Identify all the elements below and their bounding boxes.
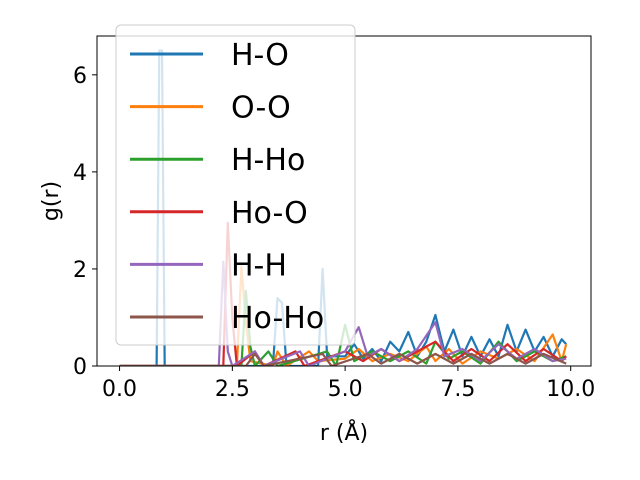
x-tick-label: 5.0 — [328, 377, 363, 402]
legend: H-O O-O H-Ho Ho-O H-H Ho-Ho — [115, 24, 356, 346]
legend-label-o-o: O-O — [231, 91, 291, 126]
series-line-h-h — [119, 260, 567, 366]
legend-box — [115, 24, 356, 346]
x-tick-label: 2.5 — [215, 377, 250, 402]
y-axis-label: g(r) — [39, 181, 64, 221]
legend-label-h-o: H-O — [231, 38, 289, 73]
y-tick-label: 4 — [73, 161, 87, 186]
legend-label-ho-ho: Ho-Ho — [231, 301, 324, 336]
x-tick-label: 0.0 — [102, 377, 137, 402]
y-tick-label: 0 — [73, 355, 87, 380]
legend-label-ho-o: Ho-O — [231, 196, 308, 231]
series-layer — [119, 49, 568, 366]
series-line-h-ho — [119, 289, 567, 366]
series-line-h-o — [119, 49, 568, 366]
y-axis: 0 2 4 6 — [73, 64, 97, 380]
x-tick-label: 10.0 — [546, 377, 595, 402]
x-axis-label: r (Å) — [320, 419, 368, 446]
series-line-ho-ho — [119, 352, 567, 366]
x-axis: 0.0 2.5 5.0 7.5 10.0 — [102, 366, 595, 402]
legend-label-h-ho: H-Ho — [231, 143, 305, 178]
x-tick-label: 7.5 — [440, 377, 475, 402]
legend-label-h-h: H-H — [231, 248, 287, 283]
y-tick-label: 6 — [73, 64, 87, 89]
y-tick-label: 2 — [73, 258, 87, 283]
